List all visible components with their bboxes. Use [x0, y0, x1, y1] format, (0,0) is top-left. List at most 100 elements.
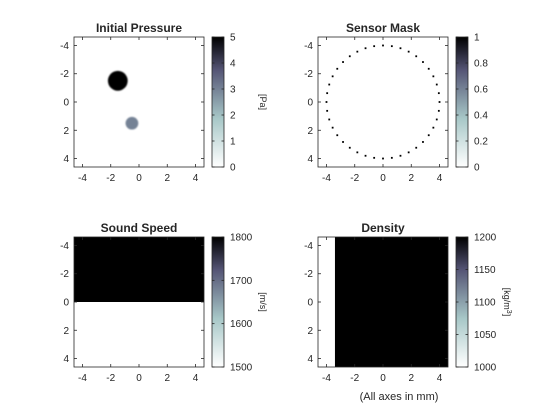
colorbar-tick-label: 4: [230, 59, 236, 70]
sensor-point: [407, 50, 410, 53]
sound-speed-panel: -4 -2 0 2 4 -4 -2 0 2 4 Sound Speed 1500 1600 1700 180…: [60, 221, 268, 384]
sensor-point: [331, 75, 334, 78]
y-tick-label: 4: [307, 154, 313, 165]
axes-units-label: (All axes in mm): [360, 391, 439, 403]
colorbar-tick-label: 0.4: [474, 111, 488, 122]
y-tick-label: 2: [307, 326, 313, 337]
y-tick-label: -4: [60, 41, 69, 52]
sensor-point: [336, 67, 339, 70]
sensor-mask-panel: -4 -2 0 2 4 -4 -2 0 2 4 Sensor Mask 0 0.2 0.4 0.6 0.8 1: [304, 21, 488, 184]
y-tick-label: 0: [307, 298, 313, 309]
y-tick-label: 4: [63, 354, 69, 365]
sensor-point: [325, 101, 328, 103]
x-tick-label: 0: [380, 173, 386, 184]
sound-speed-image: [74, 237, 204, 367]
sensor-point: [390, 156, 393, 159]
sensor-point: [364, 154, 367, 157]
x-tick-label: -2: [106, 173, 115, 184]
colorbar-tick-label: 2: [230, 111, 236, 122]
x-tick-label: -4: [78, 173, 87, 184]
y-tick-label: 0: [63, 298, 69, 309]
x-tick-label: 2: [408, 373, 414, 384]
y-tick-label: 2: [63, 126, 69, 137]
y-tick-label: -4: [304, 241, 313, 252]
colorbar-tick-label: 5: [230, 33, 236, 44]
sensor-point: [427, 67, 430, 70]
sound-speed-colorbar-box: [211, 236, 225, 368]
sensor-point: [427, 134, 430, 137]
y-tick-label: 2: [307, 126, 313, 137]
colorbar-tick-label: 0.8: [474, 59, 488, 70]
y-tick-label: 2: [63, 326, 69, 337]
sensor-point: [415, 55, 418, 58]
sensor-point: [435, 118, 438, 121]
y-tick-label: -4: [304, 41, 313, 52]
density-panel: -4 -2 0 2 4 -4 -2 0 2 4 Density 1000 1050 1100 1150 120…: [304, 221, 512, 403]
x-tick-label: -2: [350, 173, 359, 184]
colorbar-tick-label: 1100: [474, 298, 496, 309]
initial-pressure-colorbar-label: [Pa]: [258, 94, 268, 110]
sensor-point: [342, 141, 344, 143]
y-tick-label: -2: [60, 269, 69, 280]
sensor-point: [326, 109, 329, 112]
y-tick-label: -4: [60, 241, 69, 252]
sensor-point: [336, 134, 339, 137]
initial-pressure-colorbar: [212, 37, 224, 167]
sensor-mask-title: Sensor Mask: [346, 21, 420, 35]
colorbar-tick-label: 1050: [474, 330, 497, 341]
x-tick-label: 4: [193, 173, 199, 184]
density-region-1: [334, 237, 448, 367]
sensor-point: [407, 151, 410, 154]
sensor-point: [422, 141, 424, 143]
colorbar-tick-label: 0.2: [474, 137, 488, 148]
x-tick-label: 0: [380, 373, 386, 384]
sensor-mask-background: [318, 37, 448, 167]
colorbar-tick-label: 1800: [230, 233, 253, 244]
sensor-point: [432, 126, 435, 129]
colorbar-tick-label: 1000: [474, 363, 497, 374]
sound-speed-colorbar: [212, 237, 224, 367]
sensor-point: [326, 92, 329, 95]
y-tick-label: -2: [304, 269, 313, 280]
x-tick-label: 4: [437, 373, 443, 384]
colorbar-tick-label: 1600: [230, 319, 253, 330]
sensor-mask-colorbar-box: [455, 36, 469, 168]
sensor-point: [435, 83, 438, 86]
x-tick-label: 0: [136, 173, 142, 184]
x-tick-label: -2: [350, 373, 359, 384]
x-tick-label: 4: [193, 373, 199, 384]
sensor-point: [356, 151, 359, 154]
sensor-point: [390, 45, 393, 48]
colorbar-tick-label: 1150: [474, 265, 496, 276]
sensor-point: [438, 101, 441, 103]
y-tick-label: -2: [60, 69, 69, 80]
y-tick-label: 0: [307, 98, 313, 109]
initial-pressure-disc-1: [107, 70, 128, 91]
colorbar-tick-label: 1: [230, 137, 236, 148]
initial-pressure-title: Initial Pressure: [96, 21, 182, 35]
y-tick-label: 4: [307, 354, 313, 365]
sensor-mask-image: [318, 37, 448, 167]
sensor-point: [382, 157, 384, 160]
initial-pressure-colorbar-box: [211, 36, 225, 168]
x-tick-label: -4: [78, 373, 87, 384]
x-tick-label: 2: [408, 173, 414, 184]
density-image: [318, 237, 448, 367]
sensor-point: [399, 154, 402, 157]
x-tick-label: -2: [106, 373, 115, 384]
x-tick-label: -4: [322, 373, 331, 384]
sensor-point: [364, 47, 367, 50]
x-tick-label: -4: [322, 173, 331, 184]
y-tick-label: 0: [63, 98, 69, 109]
sensor-point: [328, 83, 331, 86]
sensor-point: [437, 109, 440, 112]
y-tick-label: 4: [63, 154, 69, 165]
sensor-point: [331, 126, 334, 129]
colorbar-tick-label: 3: [230, 85, 236, 96]
x-tick-label: 2: [164, 173, 170, 184]
density-colorbar: [456, 237, 468, 367]
sensor-point: [382, 44, 384, 47]
colorbar-tick-label: 1: [474, 33, 480, 44]
sensor-point: [328, 118, 331, 121]
